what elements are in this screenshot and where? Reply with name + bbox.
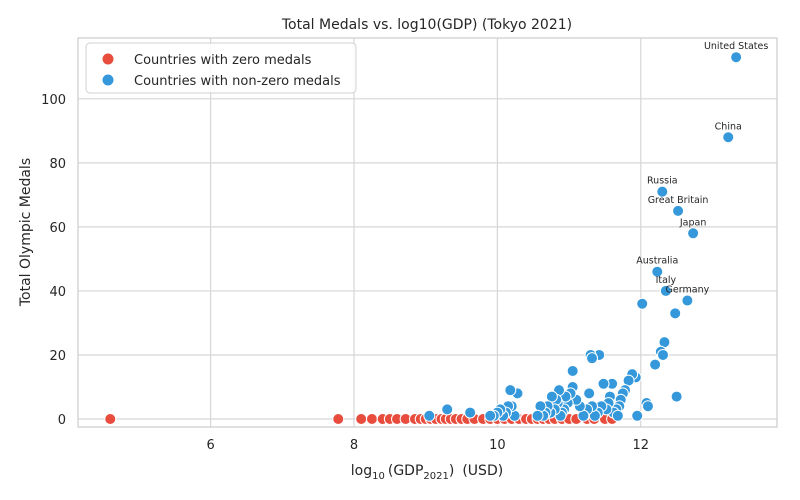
country-label: Great Britain xyxy=(648,195,709,206)
y-tick-label: 60 xyxy=(49,221,66,236)
legend-box xyxy=(85,42,357,94)
scatter-point xyxy=(423,409,436,422)
legend-marker-nonzero-medals xyxy=(101,73,115,87)
country-label: Australia xyxy=(636,256,678,267)
y-tick-label: 40 xyxy=(49,285,66,300)
scatter-point xyxy=(531,409,544,422)
scatter-point xyxy=(641,400,654,413)
y-tick-label: 0 xyxy=(58,413,66,428)
legend-label-zero-medals: Countries with zero medals xyxy=(134,53,312,68)
scatter-point xyxy=(583,387,596,400)
country-annotations: United States China Russia Great Britain Jap… xyxy=(636,41,768,295)
country-label: China xyxy=(715,121,742,132)
scatter-point xyxy=(586,352,599,365)
scatter-point xyxy=(651,265,664,278)
scatter-point xyxy=(611,409,624,422)
country-label: Germany xyxy=(666,285,710,296)
y-tick-label: 80 xyxy=(49,157,66,172)
x-tick-label: 12 xyxy=(633,438,650,453)
scatter-point xyxy=(484,409,497,422)
scatter-point xyxy=(730,51,743,64)
country-label: Japan xyxy=(679,217,707,228)
scatter-point xyxy=(657,348,670,361)
scatter-point xyxy=(669,307,682,320)
data-points xyxy=(104,51,743,425)
x-tick-label: 10 xyxy=(489,438,506,453)
scatter-point xyxy=(631,409,644,422)
scatter-point xyxy=(464,406,477,419)
scatter-point xyxy=(722,131,735,144)
scatter-point xyxy=(441,403,454,416)
legend-marker-zero-medals xyxy=(101,52,115,66)
scatter-point xyxy=(355,412,368,425)
y-tick-label: 100 xyxy=(41,93,66,108)
scatter-point xyxy=(670,390,683,403)
scatter-point xyxy=(649,358,662,371)
legend-label-nonzero-medals: Countries with non-zero medals xyxy=(134,74,341,89)
country-label: Russia xyxy=(647,176,678,187)
scatter-point xyxy=(504,384,517,397)
x-tick-labels: 6 8 10 12 xyxy=(206,438,649,453)
y-axis-label: Total Olympic Medals xyxy=(18,158,34,307)
y-tick-labels: 0 20 40 60 80 100 xyxy=(41,93,66,428)
plot-frame xyxy=(77,37,778,428)
nonzero-medal-series xyxy=(423,51,743,422)
y-tick-label: 20 xyxy=(49,349,66,364)
scatter-point xyxy=(681,294,694,307)
scatter-point xyxy=(656,185,669,198)
legend: Countries with zero medals Countries wit… xyxy=(85,42,357,94)
scatter-point xyxy=(672,204,685,217)
x-tick-label: 8 xyxy=(350,438,358,453)
chart-title: Total Medals vs. log10(GDP) (Tokyo 2021) xyxy=(281,17,572,33)
x-axis-label: log10 (GDP2021) (USD) xyxy=(351,463,503,482)
scatter-point xyxy=(332,412,345,425)
scatter-point xyxy=(687,227,700,240)
scatter-point xyxy=(104,412,117,425)
grid-lines xyxy=(78,38,777,427)
scatter-point xyxy=(636,297,649,310)
country-label: Italy xyxy=(656,275,677,286)
scatter-point xyxy=(566,364,579,377)
country-label: United States xyxy=(704,41,768,52)
scatter-point xyxy=(659,284,672,297)
x-tick-label: 6 xyxy=(206,438,214,453)
scatter-point xyxy=(365,412,378,425)
scatter-point xyxy=(597,377,610,390)
